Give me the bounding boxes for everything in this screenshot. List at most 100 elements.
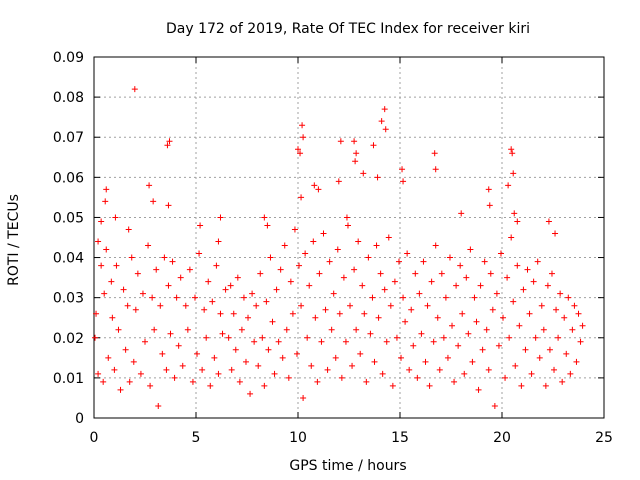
data-point	[240, 294, 247, 301]
data-point	[315, 186, 322, 193]
data-point	[173, 294, 180, 301]
data-point	[101, 290, 108, 297]
data-point	[120, 286, 127, 293]
data-point	[191, 294, 198, 301]
data-point	[124, 302, 131, 309]
data-point	[471, 294, 478, 301]
data-point	[577, 338, 584, 345]
data-point	[322, 306, 329, 313]
data-point	[253, 302, 260, 309]
data-point	[542, 382, 549, 389]
data-point	[98, 218, 105, 225]
data-point	[332, 354, 339, 361]
data-point	[126, 378, 133, 385]
data-point	[504, 274, 511, 281]
data-point	[400, 294, 407, 301]
data-point	[247, 390, 254, 397]
data-point	[453, 282, 460, 289]
data-point	[259, 334, 266, 341]
data-point	[385, 234, 392, 241]
data-point	[142, 338, 148, 345]
data-point	[273, 286, 280, 293]
grid-lines	[94, 57, 604, 418]
data-point	[399, 166, 406, 173]
data-point	[360, 170, 367, 177]
data-point	[508, 234, 515, 241]
data-point	[194, 350, 201, 357]
data-point	[451, 378, 458, 385]
data-point	[92, 334, 99, 341]
data-point	[312, 314, 319, 321]
data-point	[153, 266, 160, 273]
x-tick-label: 10	[289, 430, 307, 446]
data-point	[166, 138, 173, 145]
data-point	[444, 354, 451, 361]
data-point	[497, 250, 504, 257]
data-point	[117, 386, 124, 393]
data-point	[486, 202, 493, 209]
data-point	[571, 302, 578, 309]
data-point	[342, 338, 349, 345]
data-point	[207, 382, 214, 389]
y-tick-label: 0.08	[53, 90, 84, 106]
data-point	[489, 306, 496, 313]
data-point	[530, 278, 537, 285]
data-point	[108, 278, 115, 285]
x-tick-label: 5	[192, 430, 201, 446]
y-tick-label: 0.01	[53, 371, 84, 387]
data-point	[112, 214, 119, 221]
data-point	[469, 358, 476, 365]
data-point	[311, 182, 318, 189]
data-point	[449, 322, 456, 329]
data-point	[522, 346, 529, 353]
data-point	[164, 142, 171, 149]
y-tick-label: 0.06	[53, 170, 84, 186]
data-point	[122, 346, 129, 353]
y-tick-label: 0.04	[53, 251, 84, 267]
data-point	[271, 370, 278, 377]
data-point	[458, 210, 465, 217]
data-point	[552, 230, 559, 237]
data-point	[285, 374, 292, 381]
data-point	[225, 334, 232, 341]
data-point	[548, 270, 555, 277]
data-point	[242, 358, 249, 365]
data-point	[115, 326, 122, 333]
data-point	[393, 334, 400, 341]
data-point	[544, 282, 551, 289]
data-point	[196, 250, 203, 257]
data-point	[131, 86, 138, 93]
data-point	[430, 338, 437, 345]
data-point	[324, 366, 331, 373]
data-point	[184, 326, 191, 333]
data-point	[400, 178, 407, 185]
data-point	[363, 378, 370, 385]
data-point	[261, 382, 268, 389]
data-point	[457, 262, 464, 269]
data-point	[420, 258, 427, 265]
data-point	[261, 214, 268, 221]
data-point	[238, 326, 245, 333]
data-point	[416, 290, 423, 297]
data-point	[222, 286, 229, 293]
data-point	[524, 266, 531, 273]
data-point	[473, 318, 480, 325]
data-point	[105, 354, 112, 361]
data-point	[299, 122, 306, 129]
data-point	[410, 342, 417, 349]
data-point	[485, 186, 492, 193]
data-point	[493, 290, 500, 297]
data-point	[277, 266, 284, 273]
data-point	[93, 310, 100, 317]
data-point	[520, 286, 527, 293]
data-point	[424, 302, 431, 309]
data-point	[404, 250, 411, 257]
data-point	[95, 370, 102, 377]
data-point	[137, 370, 144, 377]
data-point	[475, 386, 482, 393]
data-point	[491, 402, 498, 409]
data-point	[528, 370, 535, 377]
data-point	[526, 310, 533, 317]
data-point	[304, 334, 311, 341]
data-point	[228, 366, 235, 373]
